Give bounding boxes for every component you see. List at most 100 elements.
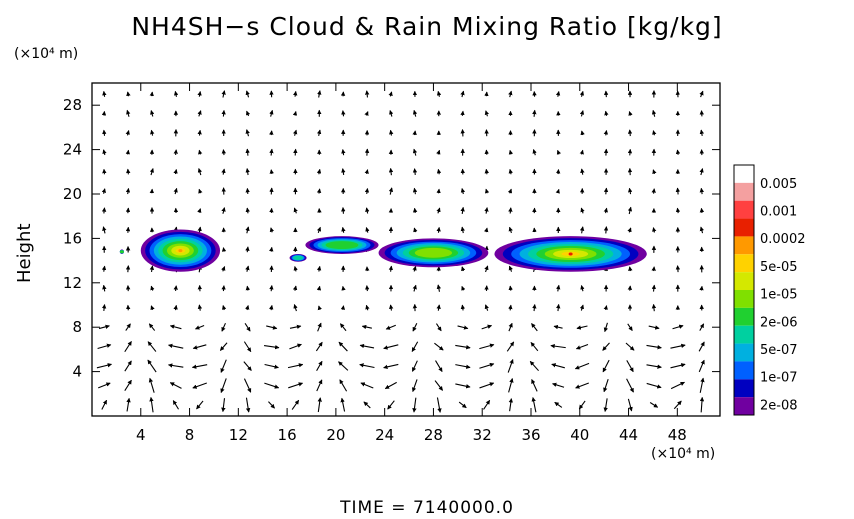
wind-vector	[461, 285, 466, 291]
wind-vector	[365, 285, 370, 292]
colorbar-label: 0.001	[760, 205, 797, 220]
wind-vector	[124, 379, 132, 392]
wind-vector	[580, 207, 585, 214]
wind-vector	[268, 401, 275, 409]
wind-vector	[412, 130, 417, 136]
wind-vector	[553, 324, 563, 330]
wind-vector	[101, 188, 107, 194]
wind-vector	[169, 382, 182, 389]
colorbar-swatch	[734, 218, 754, 237]
wind-vector	[508, 265, 513, 272]
wind-vector	[101, 304, 107, 312]
wind-vector	[317, 90, 322, 98]
wind-vector	[508, 168, 513, 175]
wind-vector	[317, 322, 322, 332]
wind-vector	[627, 398, 633, 412]
wind-vector	[411, 341, 419, 352]
wind-vector	[149, 396, 154, 413]
wind-vector	[269, 169, 274, 174]
cloud-region	[305, 236, 379, 254]
wind-vector	[508, 207, 513, 214]
wind-vector	[552, 382, 565, 388]
wind-vector	[436, 284, 442, 292]
wind-vector	[149, 91, 154, 97]
wind-vector	[383, 344, 399, 350]
wind-vector	[173, 169, 178, 175]
wind-vector	[101, 110, 107, 116]
wind-vector	[219, 342, 228, 351]
wind-vector	[173, 149, 178, 156]
wind-vector	[243, 378, 252, 393]
wind-vector	[579, 149, 584, 155]
wind-vector	[173, 187, 178, 195]
wind-vector	[675, 187, 681, 195]
wind-vector	[651, 303, 657, 312]
wind-vector	[221, 247, 227, 252]
colorbar-label: 5e-05	[760, 260, 798, 275]
cloud-region	[289, 253, 307, 262]
wind-vector	[340, 305, 346, 310]
wind-vector	[531, 323, 538, 332]
x-tick-label: 12	[229, 426, 248, 444]
wind-vector	[245, 168, 250, 176]
wind-vector	[340, 397, 346, 412]
wind-vector	[625, 342, 635, 351]
wind-vector	[150, 305, 155, 311]
wind-vector	[575, 382, 589, 389]
x-tick-label: 16	[278, 426, 297, 444]
wind-vector	[627, 285, 633, 291]
wind-vector	[627, 129, 633, 137]
colorbar-swatch	[734, 165, 754, 183]
wind-vector	[574, 362, 590, 370]
colorbar-swatch	[734, 379, 754, 398]
wind-vector	[578, 400, 586, 410]
wind-vector	[460, 304, 466, 311]
wind-vector	[460, 110, 465, 116]
wind-vector	[339, 323, 347, 332]
wind-vector	[602, 359, 610, 373]
wind-vector	[173, 285, 178, 291]
y-axis-unit: (×10⁴ m)	[14, 46, 79, 62]
wind-vector	[436, 188, 441, 194]
wind-vector	[628, 187, 633, 195]
wind-vector	[147, 359, 157, 373]
time-footer: TIME = 7140000.0	[340, 498, 514, 518]
wind-vector	[460, 187, 466, 195]
wind-vector	[507, 188, 513, 194]
wind-vector	[550, 343, 566, 349]
cloud-contour	[414, 247, 453, 258]
wind-vector	[580, 168, 585, 175]
wind-vector	[101, 399, 108, 410]
wind-vector	[458, 401, 467, 409]
wind-vector	[626, 360, 634, 373]
wind-vector	[194, 324, 205, 330]
cloud-region	[140, 229, 221, 272]
wind-vector	[508, 226, 513, 234]
wind-vector	[197, 110, 202, 117]
wind-vector	[197, 129, 202, 136]
wind-vector	[652, 130, 657, 136]
wind-vector	[579, 304, 585, 311]
wind-vector	[461, 266, 466, 272]
wind-vector	[125, 130, 130, 136]
wind-vector	[506, 341, 515, 352]
wind-vector	[602, 342, 610, 351]
wind-vector	[652, 227, 657, 233]
wind-vector	[388, 167, 394, 176]
wind-vector	[508, 90, 513, 98]
wind-vector	[412, 323, 418, 332]
wind-vector	[412, 284, 417, 292]
wind-vector	[483, 399, 491, 410]
wind-vector	[245, 90, 250, 98]
wind-vector	[125, 323, 131, 331]
wind-vector	[269, 227, 275, 233]
colorbar-label: 0.0002	[760, 232, 806, 247]
wind-vector	[316, 226, 322, 234]
wind-vector	[413, 227, 418, 233]
wind-vector	[603, 322, 608, 333]
wind-vector	[363, 401, 371, 409]
x-tick-label: 32	[473, 426, 492, 444]
wind-vector	[124, 341, 132, 353]
colorbar-swatch	[734, 307, 754, 326]
wind-vector	[484, 207, 489, 214]
